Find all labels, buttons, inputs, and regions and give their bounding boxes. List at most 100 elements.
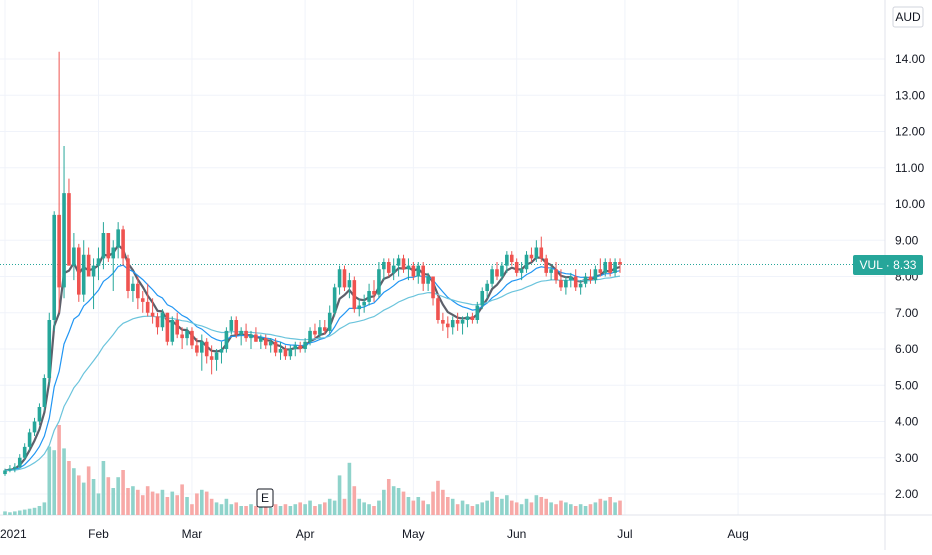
candle[interactable] [475, 301, 480, 324]
candle[interactable] [436, 294, 440, 324]
candle[interactable] [32, 417, 37, 436]
candle[interactable] [298, 341, 302, 353]
candle[interactable] [13, 463, 17, 473]
candle[interactable] [185, 327, 189, 346]
candle[interactable] [81, 240, 86, 302]
candlesticks[interactable] [3, 51, 622, 476]
candle[interactable] [377, 262, 381, 299]
candle[interactable] [318, 320, 322, 339]
candle[interactable] [327, 305, 332, 335]
candle[interactable] [160, 309, 165, 331]
candle[interactable] [372, 280, 376, 302]
earnings-event-marker[interactable]: E [256, 488, 274, 508]
candle[interactable] [121, 225, 125, 266]
candle[interactable] [564, 276, 568, 295]
candle[interactable] [116, 222, 120, 259]
candle[interactable] [598, 258, 603, 277]
candle[interactable] [406, 258, 411, 281]
candle[interactable] [465, 312, 470, 328]
candle[interactable] [313, 323, 317, 339]
candle[interactable] [416, 262, 421, 284]
candle[interactable] [391, 258, 396, 281]
candle[interactable] [618, 258, 622, 273]
candle[interactable] [396, 254, 401, 277]
candle[interactable] [27, 428, 32, 451]
candle[interactable] [613, 258, 617, 277]
candle[interactable] [446, 316, 450, 339]
candle[interactable] [303, 338, 307, 353]
candle[interactable] [593, 265, 598, 284]
time-axis[interactable]: 2021 Feb Mar Apr May Jun Jul Aug [0, 527, 749, 541]
candle[interactable] [544, 254, 548, 277]
candle[interactable] [578, 280, 583, 295]
candle[interactable] [200, 334, 204, 371]
candle[interactable] [204, 338, 209, 364]
candle[interactable] [263, 334, 268, 350]
candle[interactable] [175, 312, 179, 339]
candle[interactable] [244, 323, 248, 342]
candle[interactable] [519, 262, 524, 281]
candle[interactable] [150, 298, 155, 324]
candle[interactable] [401, 254, 406, 273]
candle[interactable] [485, 280, 489, 299]
candle[interactable] [37, 403, 42, 426]
candle[interactable] [495, 262, 499, 281]
candle[interactable] [323, 320, 327, 335]
candle[interactable] [490, 265, 494, 288]
candle[interactable] [259, 334, 263, 350]
candle[interactable] [52, 211, 56, 331]
candle[interactable] [145, 283, 150, 317]
candle[interactable] [3, 468, 7, 476]
candle[interactable] [529, 247, 534, 263]
candle[interactable] [77, 243, 81, 302]
candle[interactable] [67, 178, 71, 266]
candle[interactable] [283, 345, 288, 360]
candle[interactable] [588, 269, 593, 284]
candle[interactable] [101, 222, 106, 270]
candle[interactable] [8, 465, 12, 473]
candle[interactable] [573, 269, 578, 291]
candle[interactable] [534, 240, 539, 262]
candle[interactable] [342, 265, 347, 291]
candle[interactable] [268, 338, 273, 353]
candle[interactable] [539, 236, 544, 262]
candle[interactable] [17, 454, 22, 469]
candle[interactable] [170, 316, 175, 346]
candle[interactable] [603, 258, 608, 277]
candle[interactable] [382, 258, 386, 281]
candle[interactable] [460, 316, 465, 335]
candle[interactable] [554, 262, 558, 284]
candle[interactable] [480, 287, 485, 310]
candle[interactable] [47, 312, 52, 386]
candle[interactable] [190, 327, 194, 349]
candle[interactable] [450, 316, 455, 335]
candle[interactable] [96, 247, 101, 281]
candle[interactable] [337, 265, 342, 295]
candle[interactable] [347, 272, 352, 299]
candle[interactable] [155, 312, 160, 335]
candle[interactable] [140, 291, 145, 313]
candle[interactable] [57, 51, 61, 313]
candle[interactable] [514, 258, 519, 277]
candle[interactable] [293, 341, 298, 357]
candle[interactable] [569, 272, 573, 288]
candle[interactable] [549, 265, 553, 281]
candle[interactable] [91, 258, 96, 310]
candle[interactable] [308, 327, 312, 346]
candle[interactable] [431, 276, 435, 306]
candle[interactable] [165, 312, 170, 346]
candle[interactable] [500, 262, 504, 281]
candle[interactable] [524, 251, 529, 273]
candle[interactable] [386, 258, 391, 277]
candle[interactable] [352, 276, 357, 313]
candle[interactable] [362, 294, 366, 313]
candle[interactable] [357, 298, 362, 317]
candle[interactable] [72, 233, 76, 281]
candle[interactable] [239, 327, 243, 346]
candle[interactable] [131, 276, 135, 302]
candle[interactable] [332, 283, 337, 317]
candle[interactable] [608, 258, 612, 277]
candle[interactable] [214, 349, 219, 371]
price-axis[interactable]: 14.0013.0012.0011.0010.009.008.007.006.0… [895, 52, 925, 501]
